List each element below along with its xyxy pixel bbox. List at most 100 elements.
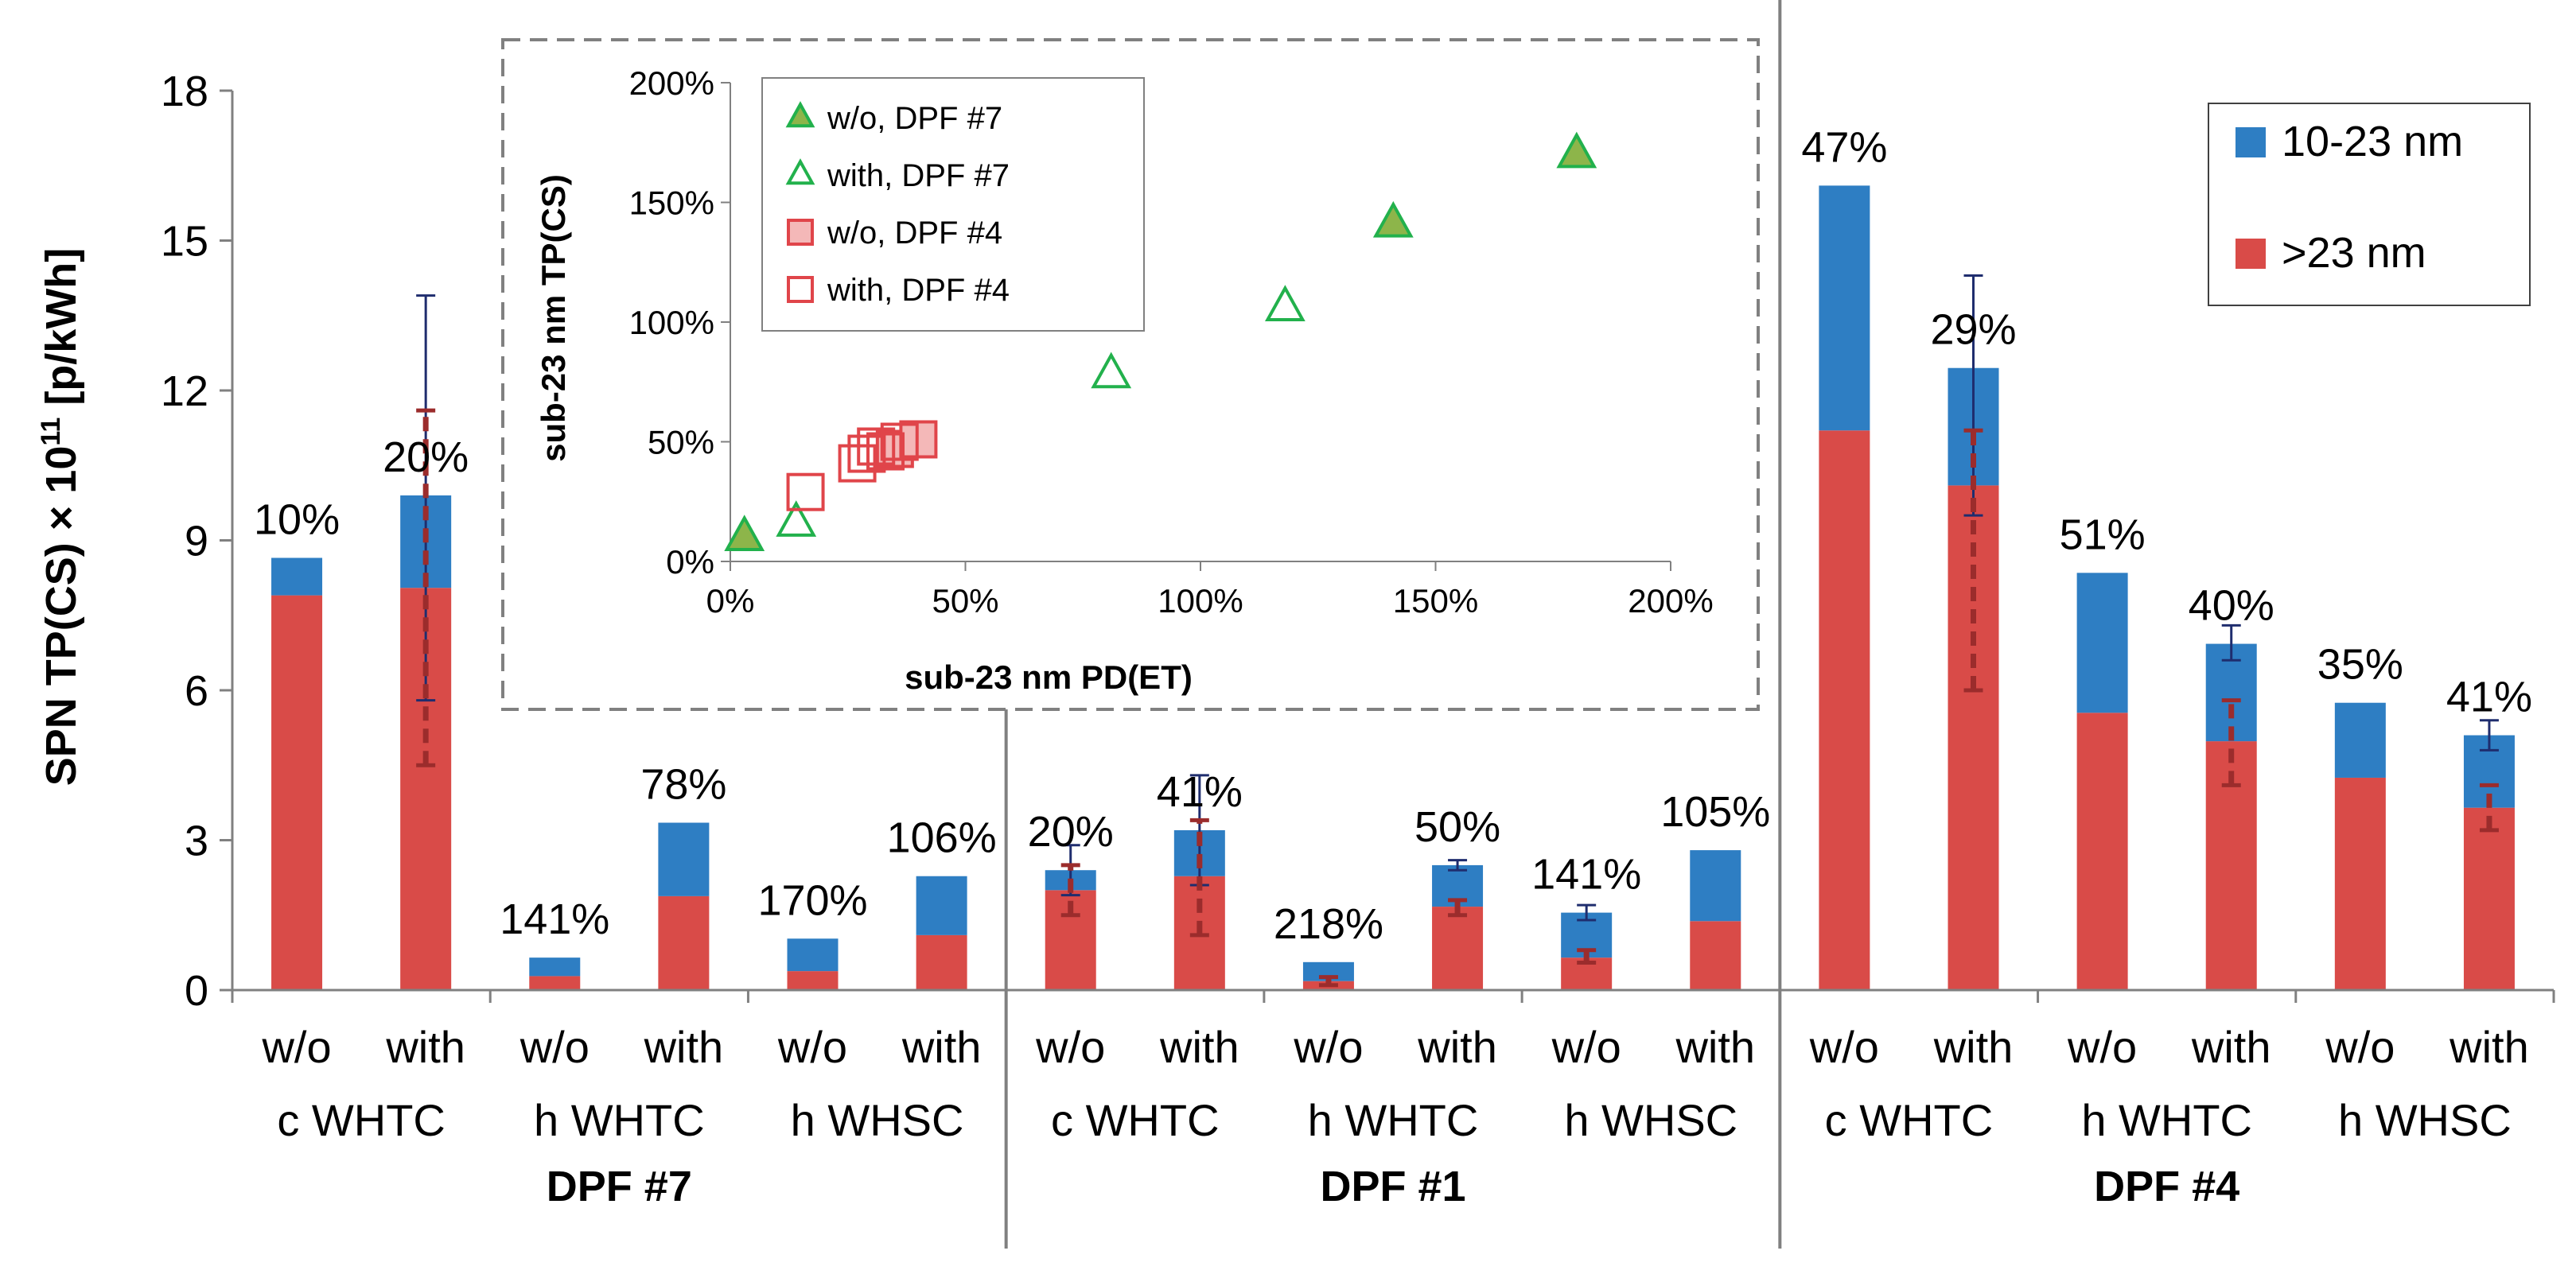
- x-label-condition: w/o: [1035, 1022, 1105, 1072]
- inset-y-tick-label: 100%: [629, 304, 714, 341]
- bar-10-23nm: [271, 557, 323, 596]
- legend-label-above-23nm: >23 nm: [2282, 229, 2426, 277]
- x-label-cycle: h WHSC: [1564, 1095, 1737, 1145]
- bar-above-23nm: [787, 971, 839, 990]
- x-label-condition: w/o: [1809, 1022, 1879, 1072]
- data-label-pct: 20%: [1028, 808, 1114, 856]
- inset-point-series-3: [786, 472, 825, 511]
- y-axis-title: SPN TP(CS) × 1011 [p/kWh]: [36, 248, 85, 787]
- x-label-condition: with: [1159, 1022, 1239, 1072]
- data-label-pct: 105%: [1660, 788, 1770, 836]
- y-axis-title-suffix: [p/kWh]: [37, 248, 85, 418]
- bar-above-23nm: [529, 976, 581, 990]
- bar-10-23nm: [2076, 573, 2128, 713]
- bar-10-23nm: [529, 957, 581, 977]
- inset-point-series-3: [857, 427, 896, 466]
- annotations: 10% 20% 141% 78% 170% 106% 20% 41% 218% 50% 141% 10…: [254, 123, 2532, 988]
- x-label-cycle: h WHSC: [2338, 1095, 2512, 1145]
- x-label-condition: w/o: [519, 1022, 590, 1072]
- inset-x-tick-label: 0%: [706, 582, 755, 620]
- inset-x-tick-label: 150%: [1393, 582, 1478, 620]
- x-label-condition: w/o: [2325, 1022, 2395, 1072]
- legend-label-10-23nm: 10-23 nm: [2282, 118, 2463, 165]
- data-label-pct: 218%: [1274, 900, 1383, 948]
- x-label-condition: w/o: [777, 1022, 847, 1072]
- bar-10-23nm: [2334, 702, 2386, 778]
- x-label-group: DPF #1: [1320, 1163, 1465, 1210]
- x-label-condition: w/o: [1293, 1022, 1363, 1072]
- x-label-condition: w/o: [261, 1022, 331, 1072]
- data-label-pct: 41%: [1157, 768, 1243, 816]
- bar-10-23nm: [787, 938, 839, 972]
- inset-point-series-3: [880, 422, 919, 461]
- x-label-condition: with: [1417, 1022, 1497, 1072]
- legend-swatch-10-23nm: [2236, 127, 2266, 157]
- inset-point-series-3: [866, 432, 905, 471]
- x-label-condition: with: [901, 1022, 982, 1072]
- inset-legend-label-wo-dpf4: w/o, DPF #4: [827, 216, 1002, 251]
- inset-x-tick-label: 200%: [1628, 582, 1713, 620]
- bar-above-23nm: [2463, 807, 2515, 990]
- x-label-condition: w/o: [1551, 1022, 1621, 1072]
- data-label-pct: 141%: [500, 895, 609, 943]
- x-label-cycle: c WHTC: [277, 1095, 446, 1145]
- inset-point-series-1: [1091, 352, 1132, 389]
- bar-10-23nm: [1819, 185, 1870, 431]
- y-axis-title-prefix: SPN TP(CS) × 10: [37, 446, 85, 787]
- x-label-cycle: c WHTC: [1051, 1095, 1220, 1145]
- bar-10-23nm: [916, 876, 967, 935]
- x-label-condition: with: [385, 1022, 465, 1072]
- inset-point-series-0: [1556, 131, 1597, 169]
- bar-above-23nm: [1432, 907, 1484, 990]
- y-tick-label: 18: [161, 68, 208, 115]
- y-tick-label: 15: [161, 218, 208, 266]
- data-label-pct: 106%: [887, 814, 997, 862]
- data-label-pct: 78%: [640, 761, 726, 809]
- x-label-cycle: h WHTC: [2081, 1095, 2252, 1145]
- x-label-condition: with: [2191, 1022, 2271, 1072]
- bar-above-23nm: [271, 595, 323, 990]
- inset-legend-box: [761, 77, 1145, 332]
- x-label-condition: w/o: [2067, 1022, 2137, 1072]
- bar-above-23nm: [658, 895, 710, 990]
- data-label-pct: 47%: [1801, 123, 1887, 171]
- inset-chart: 0% 50% 100% 150% 200% 0% 50% 100% 150% 200% sub-2…: [501, 38, 1760, 711]
- axes: 0 3 6 9 12 15 18 w/o with w/o with w/o with w/o with w/…: [161, 0, 2555, 1249]
- data-label-pct: 50%: [1414, 803, 1500, 851]
- x-label-cycle: h WHTC: [1308, 1095, 1479, 1145]
- y-tick-label: 6: [185, 667, 208, 715]
- data-label-pct: 141%: [1531, 851, 1641, 899]
- data-label-pct: 20%: [383, 433, 469, 481]
- inset-legend-label-with-dpf4: with, DPF #4: [827, 273, 1010, 308]
- data-label-pct: 10%: [254, 495, 340, 543]
- bar-10-23nm: [658, 822, 710, 896]
- bar-above-23nm: [1690, 921, 1741, 990]
- y-axis-title-exponent: 11: [36, 418, 66, 446]
- legend: 10-23 nm >23 nm: [2208, 103, 2531, 306]
- x-label-group: DPF #7: [547, 1163, 692, 1210]
- data-label-pct: 51%: [2060, 511, 2146, 558]
- inset-legend-marker-0: [785, 101, 815, 128]
- inset-point-series-0: [1372, 200, 1414, 238]
- x-label-condition: with: [1675, 1022, 1755, 1072]
- y-tick-label: 0: [185, 967, 208, 1015]
- bar-above-23nm: [2334, 777, 2386, 990]
- x-label-cycle: c WHTC: [1825, 1095, 1994, 1145]
- y-tick-label: 9: [185, 518, 208, 565]
- inset-point-series-1: [776, 500, 817, 537]
- inset-point-series-0: [724, 515, 765, 551]
- bar-10-23nm: [1302, 961, 1354, 981]
- bar-above-23nm: [2076, 713, 2128, 990]
- y-tick-label: 12: [161, 367, 208, 415]
- inset-legend: w/o, DPF #7 with, DPF #7 w/o, DPF #4 wit…: [761, 77, 1145, 332]
- inset-legend-label-with-dpf7: with, DPF #7: [827, 158, 1010, 193]
- bar-above-23nm: [916, 934, 967, 990]
- inset-legend-markers: [785, 101, 815, 303]
- inset-x-axis-title: sub-23 nm PD(ET): [905, 658, 1193, 696]
- x-label-condition: with: [644, 1022, 724, 1072]
- inset-legend-marker-3: [787, 276, 814, 303]
- bar-above-23nm: [1948, 485, 1999, 990]
- x-label-cycle: h WHTC: [534, 1095, 705, 1145]
- x-label-cycle: h WHSC: [791, 1095, 964, 1145]
